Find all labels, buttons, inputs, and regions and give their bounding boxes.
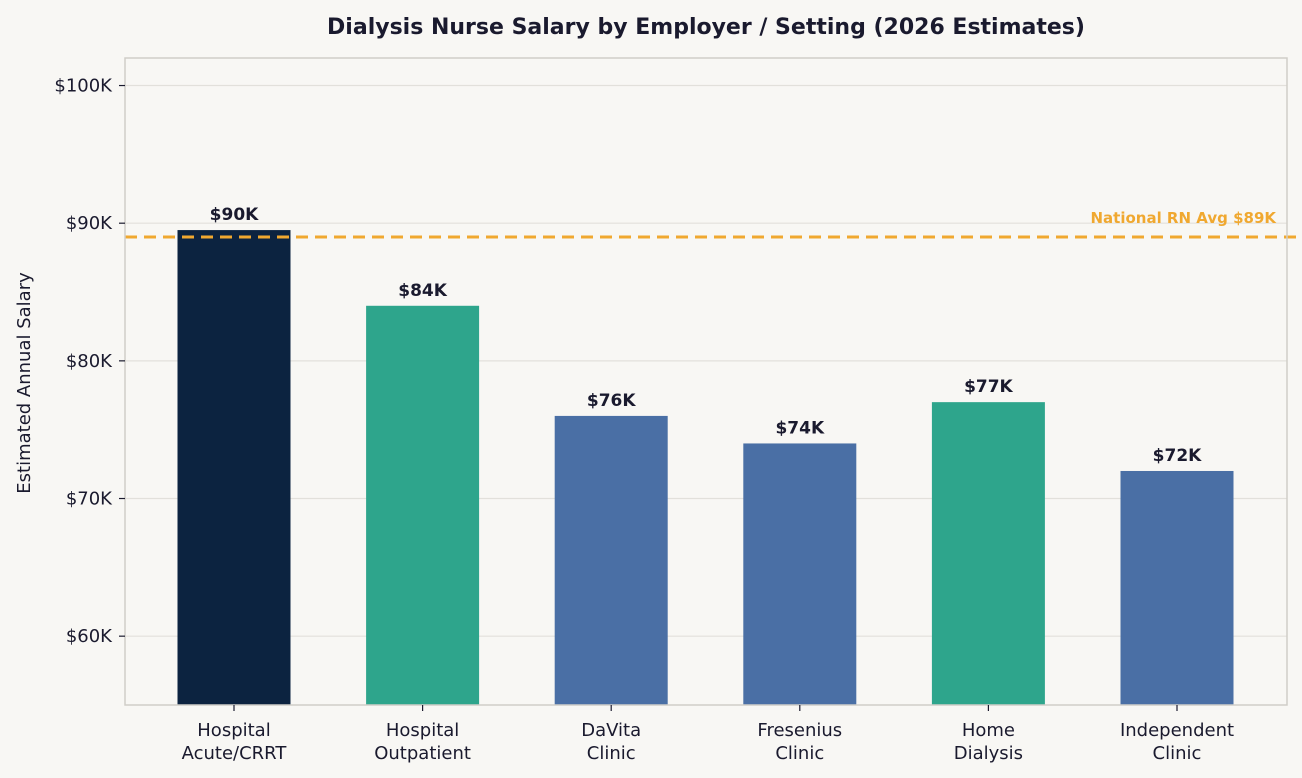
reference-line-label: National RN Avg $89K — [1090, 209, 1277, 227]
gridlines — [125, 84, 1287, 637]
bar-value-label: $76K — [587, 391, 636, 411]
bar-value-label: $77K — [964, 377, 1013, 397]
bar — [177, 230, 291, 705]
x-tick-label: Home Dialysis — [954, 720, 1023, 764]
y-tick-label: $80K — [66, 351, 113, 372]
y-axis-label: Estimated Annual Salary — [14, 272, 35, 494]
plot-frame — [124, 57, 1288, 706]
bar — [554, 415, 668, 705]
x-tick-label: Independent Clinic — [1120, 720, 1234, 764]
bar-value-label: $84K — [398, 281, 447, 301]
x-tick-label: Fresenius Clinic — [757, 720, 842, 764]
bars: $90K $84K $76K $74K $77K $72K — [177, 205, 1234, 705]
bar-value-label: $74K — [775, 418, 824, 438]
x-tick-label: Hospital Outpatient — [374, 720, 471, 764]
bar-value-label: $90K — [210, 205, 259, 225]
bar — [1120, 470, 1234, 705]
bar — [366, 305, 480, 705]
y-tick-label: $90K — [66, 213, 113, 234]
bar — [931, 402, 1045, 705]
reference-line-group: National RN Avg $89K — [125, 209, 1302, 239]
axes: $60K $70K $80K $90K $100K Hospital Acute/CRRT H… — [54, 57, 1288, 764]
chart-title: Dialysis Nurse Salary by Employer / Sett… — [327, 15, 1085, 40]
bar — [743, 443, 857, 705]
y-tick-label: $60K — [66, 626, 113, 647]
bar-value-label: $72K — [1153, 446, 1202, 466]
x-tick-label: DaVita Clinic — [581, 720, 641, 764]
x-tick-label: Hospital Acute/CRRT — [182, 720, 288, 764]
y-tick-label: $70K — [66, 489, 113, 510]
y-tick-label: $100K — [54, 76, 113, 97]
